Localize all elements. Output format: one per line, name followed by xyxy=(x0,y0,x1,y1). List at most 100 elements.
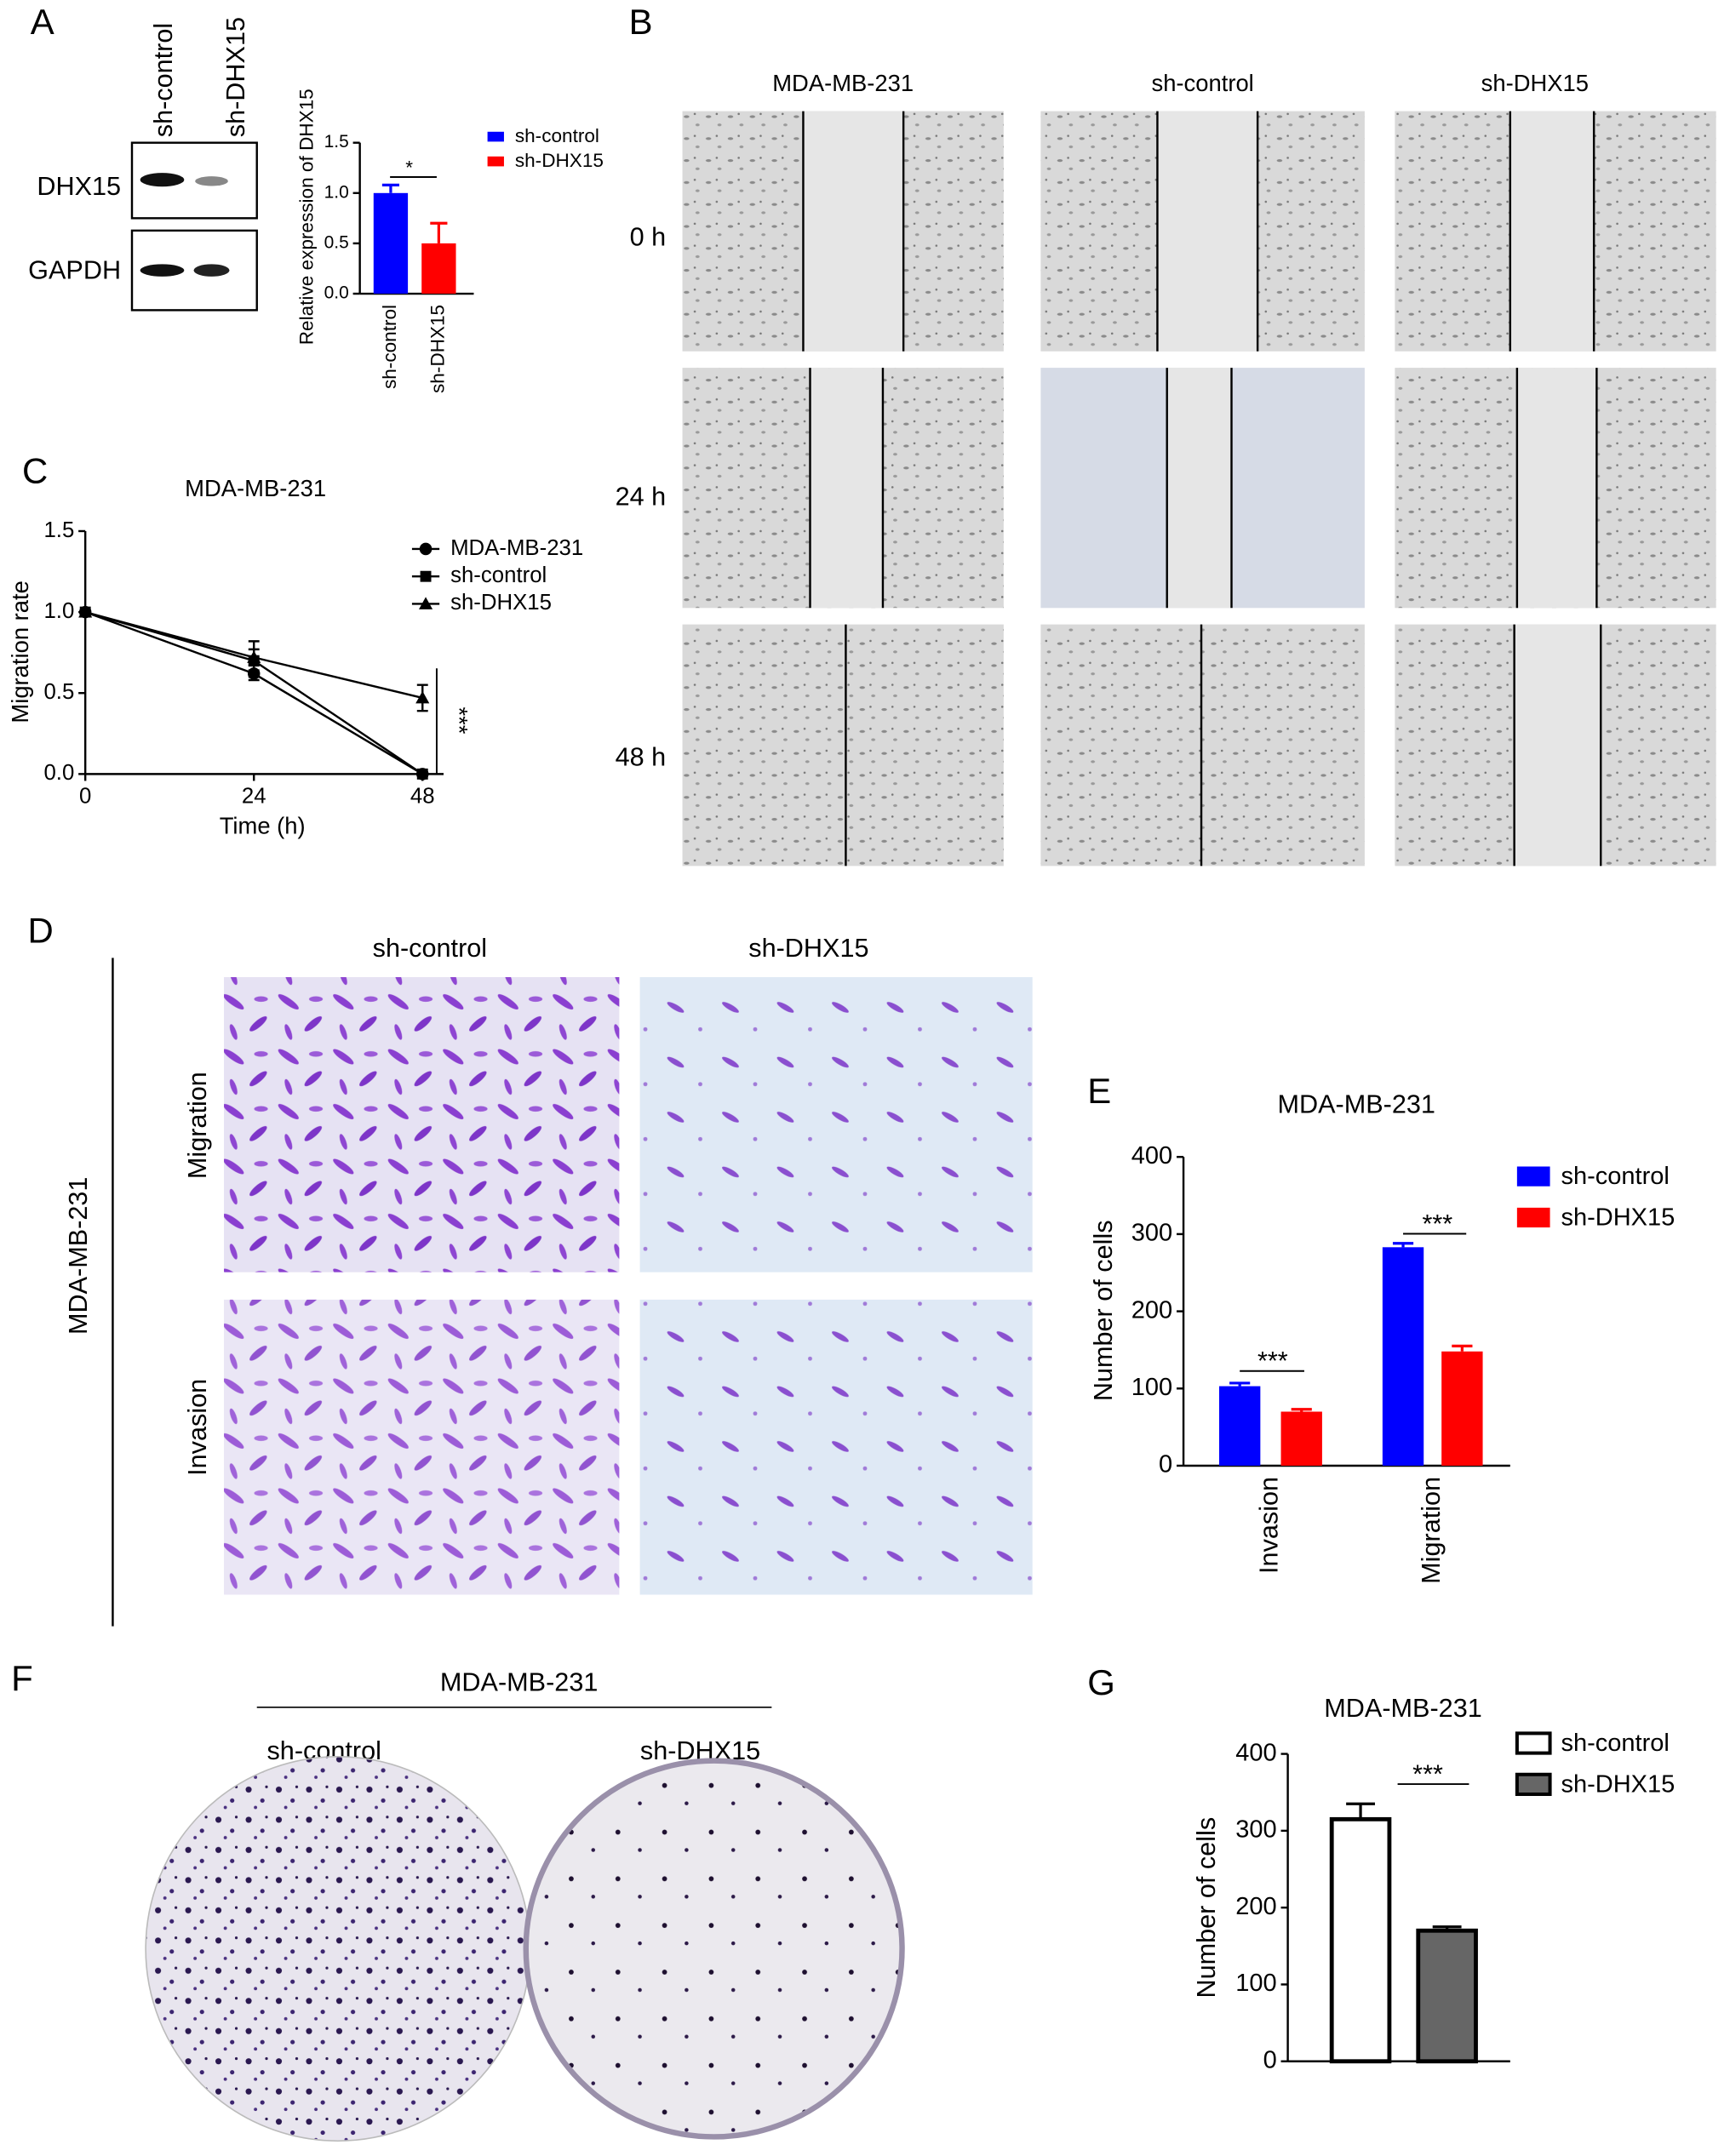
bar xyxy=(1416,1928,1478,2064)
legend-label: sh-DHX15 xyxy=(1561,1204,1675,1231)
legend-label: sh-control xyxy=(1561,1730,1669,1757)
column-label: sh-DHX15 xyxy=(1481,70,1589,96)
annotation: *** xyxy=(1422,1210,1452,1238)
legend-swatch xyxy=(487,131,504,142)
wound-labels: MDA-MB-231 sh-control sh-DHX15 0 h 24 h … xyxy=(616,70,1589,772)
x-tick-label: 24 xyxy=(242,785,266,809)
annotation: *** xyxy=(1257,1347,1288,1375)
x-tick-label: 48 xyxy=(410,785,435,809)
y-tick-label: 0.5 xyxy=(43,680,74,704)
bar xyxy=(373,192,409,295)
x-axis-label: Time (h) xyxy=(220,812,306,838)
legend-swatch xyxy=(487,156,504,167)
x-tick-label: sh-control xyxy=(379,305,400,389)
y-tick-label: 100 xyxy=(1131,1374,1172,1401)
marker xyxy=(247,650,261,663)
error-bar xyxy=(1432,1925,1462,1931)
y-axis-label: Number of cells xyxy=(1089,1220,1118,1401)
series-line xyxy=(84,610,423,775)
x-tick-label: sh-DHX15 xyxy=(427,305,448,393)
error-bar xyxy=(1291,1408,1312,1412)
micrograph xyxy=(639,976,1033,1272)
transwell: MDA-MB-231 sh-control sh-DHX15 Migration… xyxy=(64,934,1033,1627)
annotation: * xyxy=(405,157,413,178)
legend-marker xyxy=(418,597,433,609)
x-tick-label: Migration xyxy=(1417,1477,1446,1584)
legend-swatch xyxy=(1515,1731,1552,1755)
marker xyxy=(415,690,430,704)
legend-label: sh-DHX15 xyxy=(515,150,604,171)
wound-gap xyxy=(803,111,904,352)
panel-label: C xyxy=(22,450,48,490)
y-axis-label: Migration rate xyxy=(7,580,33,723)
error-bar xyxy=(1346,1802,1375,1820)
y-tick-label: 1.0 xyxy=(43,599,74,623)
panel-label: A xyxy=(31,2,54,42)
charts: 0.0 0.5 1.0 1.5 Relative expression of DHX15… xyxy=(7,89,1675,2073)
legend-label: sh-control xyxy=(450,563,547,587)
band xyxy=(193,264,230,277)
x-tick-label: 0 xyxy=(79,785,91,809)
band xyxy=(195,176,228,186)
lane-label: sh-control xyxy=(149,23,178,137)
plate xyxy=(145,1756,531,2142)
cell-line-label: MDA-MB-231 xyxy=(64,1177,93,1335)
wound-gap xyxy=(810,368,883,609)
panel-label: G xyxy=(1087,1662,1115,1702)
western-blot: sh-control sh-DHX15 DHX15 GAPDH xyxy=(28,17,258,312)
micrograph xyxy=(224,976,620,1272)
y-axis-label: Relative expression of DHX15 xyxy=(295,89,317,345)
wound-images xyxy=(682,111,1716,866)
error-bar xyxy=(1392,1242,1414,1248)
error-bar xyxy=(1229,1381,1251,1387)
y-tick-label: 1.5 xyxy=(43,518,74,542)
row-label: Migration xyxy=(183,1072,212,1179)
micrograph xyxy=(639,1299,1033,1595)
y-tick-label: 100 xyxy=(1235,1970,1276,1997)
lane-label: sh-DHX15 xyxy=(221,17,250,137)
y-tick-label: 200 xyxy=(1235,1893,1276,1920)
row-label: 0 h xyxy=(630,223,667,252)
annotation: *** xyxy=(1412,1759,1443,1788)
wound-gap xyxy=(1509,111,1595,352)
legend-label: sh-control xyxy=(515,125,599,146)
legend-label: sh-DHX15 xyxy=(1561,1770,1675,1798)
legend-marker xyxy=(419,542,432,556)
wound-gap xyxy=(1516,368,1597,609)
wound-gap xyxy=(1514,624,1601,866)
marker xyxy=(416,768,428,780)
error-bar xyxy=(430,221,448,243)
band xyxy=(140,264,185,277)
y-tick-label: 200 xyxy=(1131,1296,1172,1324)
colony-assay: MDA-MB-231 sh-control sh-DHX15 xyxy=(145,1667,905,2142)
y-tick-label: 400 xyxy=(1235,1739,1276,1766)
y-tick-label: 300 xyxy=(1235,1816,1276,1844)
y-tick-label: 300 xyxy=(1131,1220,1172,1247)
y-tick-label: 0.0 xyxy=(43,761,74,785)
column-label: sh-control xyxy=(373,934,487,963)
row-label: Invasion xyxy=(183,1379,212,1476)
legend-swatch xyxy=(1516,1166,1550,1187)
panel-label: B xyxy=(629,2,653,42)
column-label: MDA-MB-231 xyxy=(772,70,914,96)
panel-labels: A B C D E F G xyxy=(11,2,1115,1702)
row-label: 24 h xyxy=(616,482,667,511)
column-label: sh-DHX15 xyxy=(748,934,868,963)
y-axis-label: Number of cells xyxy=(1192,1817,1221,1999)
plate xyxy=(523,1758,905,2140)
band-label: GAPDH xyxy=(28,255,121,284)
chart-title: MDA-MB-231 xyxy=(185,475,326,501)
micrograph xyxy=(682,624,1004,866)
y-tick-label: 0.5 xyxy=(324,232,349,252)
cell-line-label: MDA-MB-231 xyxy=(440,1667,599,1696)
band-label: DHX15 xyxy=(37,172,121,201)
wound-gap xyxy=(1166,368,1232,609)
panel-label: E xyxy=(1087,1071,1111,1111)
chart-title: MDA-MB-231 xyxy=(1324,1694,1482,1723)
bar xyxy=(1218,1386,1261,1466)
legend-marker xyxy=(420,570,432,582)
y-tick-label: 400 xyxy=(1131,1142,1172,1170)
error-bar xyxy=(1452,1344,1473,1352)
